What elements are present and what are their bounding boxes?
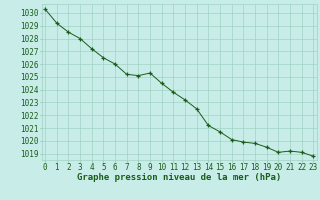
X-axis label: Graphe pression niveau de la mer (hPa): Graphe pression niveau de la mer (hPa) (77, 173, 281, 182)
